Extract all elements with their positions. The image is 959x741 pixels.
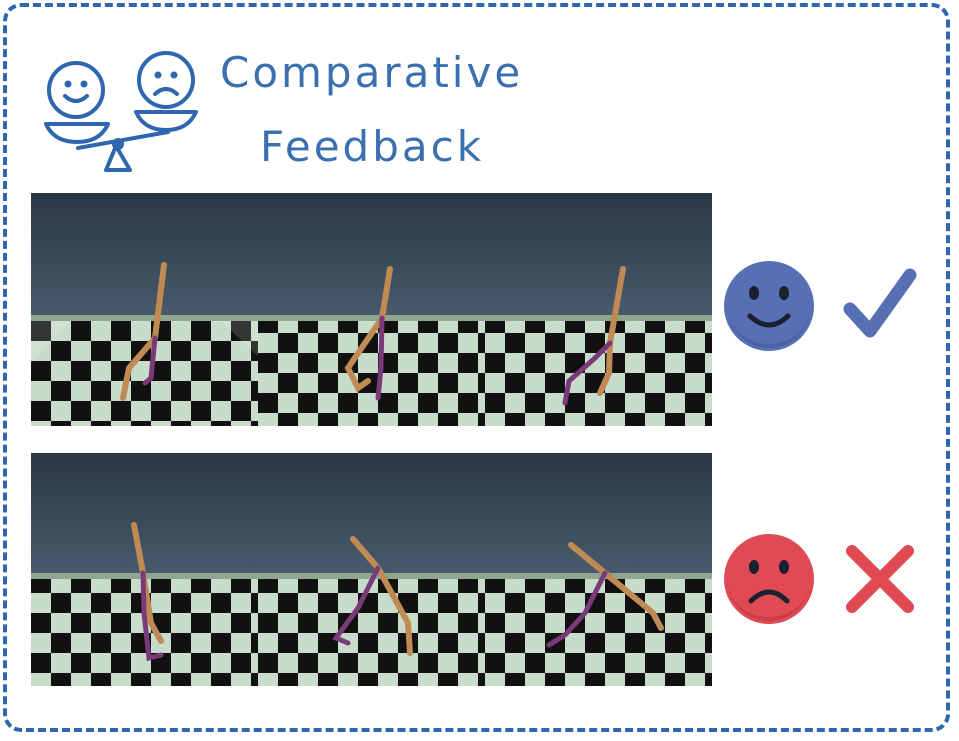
smiling-face-icon (724, 261, 814, 351)
trajectory-frame (31, 453, 258, 686)
dashed-frame (3, 3, 950, 732)
trajectory-frame (485, 193, 712, 426)
title-line-2: Feedback (260, 122, 485, 171)
header: Comparative Feedback (38, 42, 520, 182)
preferred-trajectory-strip (31, 193, 712, 426)
checkmark-icon (843, 268, 917, 338)
trajectory-frame (485, 453, 712, 686)
rejected-trajectory-strip (31, 453, 712, 686)
balance-scale-with-faces-icon (44, 51, 198, 172)
frowning-face-icon (724, 534, 814, 624)
title-line-1: Comparative (220, 48, 524, 97)
cross-icon (846, 545, 914, 613)
trajectory-frame (258, 453, 485, 686)
trajectory-frame (31, 193, 258, 426)
trajectory-frame (258, 193, 485, 426)
